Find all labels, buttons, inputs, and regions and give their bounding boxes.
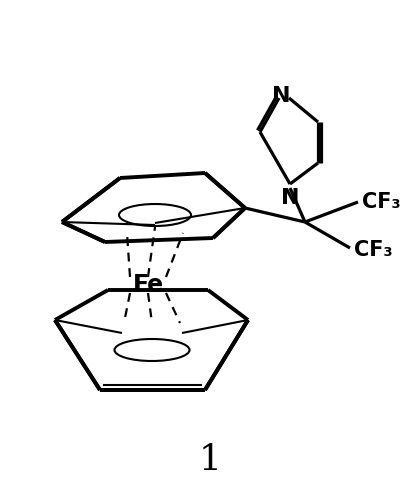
Text: N: N [272,86,290,106]
Text: CF₃: CF₃ [354,240,393,260]
Text: 1: 1 [199,443,222,477]
Text: Fe: Fe [133,273,163,297]
Text: CF₃: CF₃ [362,192,400,212]
Text: N: N [281,188,299,208]
